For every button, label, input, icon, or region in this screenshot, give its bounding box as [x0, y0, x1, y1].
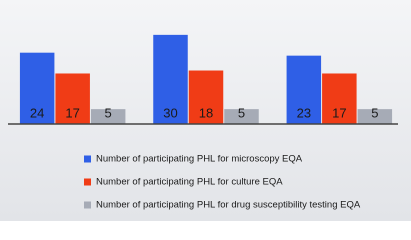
bar — [286, 55, 322, 124]
bar — [55, 73, 90, 124]
bar — [322, 73, 357, 124]
bar — [90, 109, 126, 124]
value-label: 23 — [297, 105, 311, 120]
legend-label: Number of participating PHL for microsco… — [96, 154, 303, 165]
value-label: 5 — [238, 105, 245, 120]
legend-label: Number of participating PHL for culture … — [96, 177, 283, 188]
value-label: 5 — [105, 105, 112, 120]
chart: 24 17 5 30 18 5 23 17 5 Number of participating P… — [0, 0, 411, 221]
bar — [224, 109, 259, 124]
value-label: 30 — [163, 105, 177, 120]
value-label: 5 — [371, 105, 378, 120]
legend-label: Number of participating PHL for drug sus… — [96, 200, 361, 211]
bar — [19, 52, 55, 124]
bar — [188, 70, 224, 124]
value-label: 24 — [30, 105, 44, 120]
value-label: 17 — [332, 105, 346, 120]
bar — [153, 34, 188, 124]
bar — [357, 109, 393, 124]
legend-swatch — [84, 178, 91, 186]
legend-swatch — [84, 201, 91, 209]
value-label: 18 — [199, 105, 213, 120]
value-label: 17 — [65, 105, 79, 120]
legend-swatch — [84, 155, 91, 163]
